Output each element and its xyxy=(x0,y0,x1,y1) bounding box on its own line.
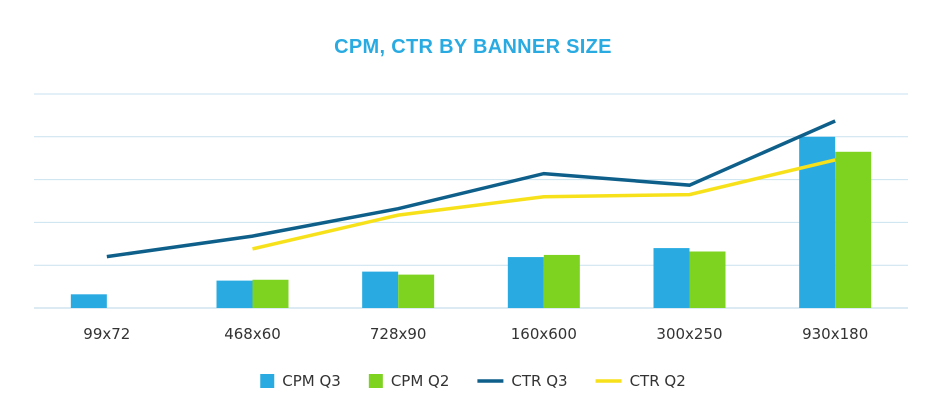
bar-cpm-q2 xyxy=(398,274,435,308)
x-tick-label: 728x90 xyxy=(370,325,427,343)
x-tick-label: 468x60 xyxy=(224,325,281,343)
legend-label-ctr-q3: CTR Q3 xyxy=(511,372,567,390)
x-tick-label: 99x72 xyxy=(83,325,130,343)
bar-cpm-q3 xyxy=(216,280,253,308)
x-tick-label: 160x600 xyxy=(511,325,577,343)
x-tick-label: 300x250 xyxy=(656,325,722,343)
bar-cpm-q2 xyxy=(689,251,726,308)
bar-cpm-q2 xyxy=(835,151,872,308)
x-tick-label: 930x180 xyxy=(802,325,868,343)
legend-label-ctr-q2: CTR Q2 xyxy=(630,372,686,390)
legend-label-cpm-q3: CPM Q3 xyxy=(282,372,341,390)
legend-swatch-cpm-q3 xyxy=(260,374,275,388)
series-line-ctr-q2 xyxy=(252,158,836,251)
bar-cpm-q2 xyxy=(252,279,289,308)
legend-label-cpm-q2: CPM Q2 xyxy=(391,372,450,390)
legend-swatch-cpm-q2 xyxy=(368,374,383,388)
series-line-ctr-q3 xyxy=(106,119,836,259)
bar-cpm-q2 xyxy=(543,254,580,308)
bar-cpm-q3 xyxy=(362,271,399,308)
chart-title: CPM, CTR BY BANNER SIZE xyxy=(334,36,612,58)
bar-cpm-q3 xyxy=(70,294,107,308)
bar-cpm-q3 xyxy=(653,248,690,308)
bar-cpm-q3 xyxy=(507,257,544,308)
